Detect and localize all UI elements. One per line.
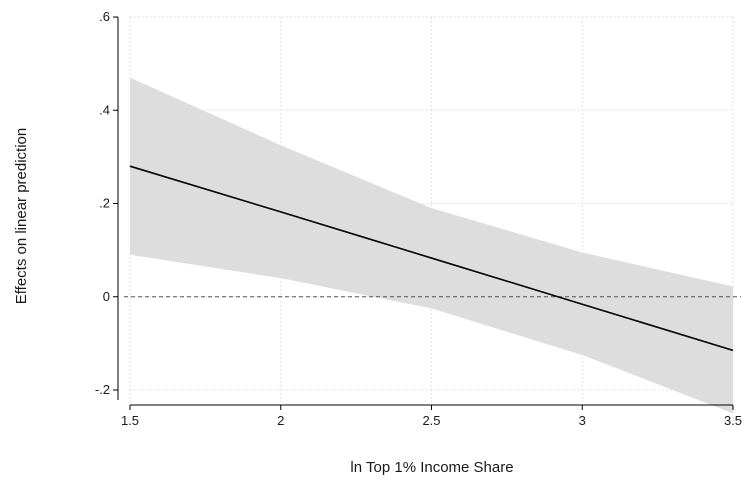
y-tick-label: -.2 — [95, 382, 110, 397]
y-tick-label: .6 — [99, 9, 110, 24]
y-tick-label: .4 — [99, 102, 110, 117]
x-axis-title: ln Top 1% Income Share — [350, 459, 513, 476]
x-tick-label: 2.5 — [422, 413, 440, 428]
prediction-line — [129, 165, 734, 352]
x-tick-label: 3 — [579, 413, 586, 428]
x-tick-label: 1.5 — [121, 413, 139, 428]
tick-layer: -.2 0 .2 .4 .6 1.5 2 2.5 3 3.5 — [95, 9, 742, 428]
prediction-line-layer — [129, 165, 734, 352]
x-tick-label: 2 — [277, 413, 284, 428]
confidence-band — [130, 77, 733, 414]
y-axis-title: Effects on linear prediction — [13, 128, 30, 305]
y-tick-label: .2 — [99, 196, 110, 211]
y-tick-label: 0 — [103, 289, 110, 304]
confidence-band-layer — [130, 77, 733, 414]
x-tick-label: 3.5 — [724, 413, 742, 428]
